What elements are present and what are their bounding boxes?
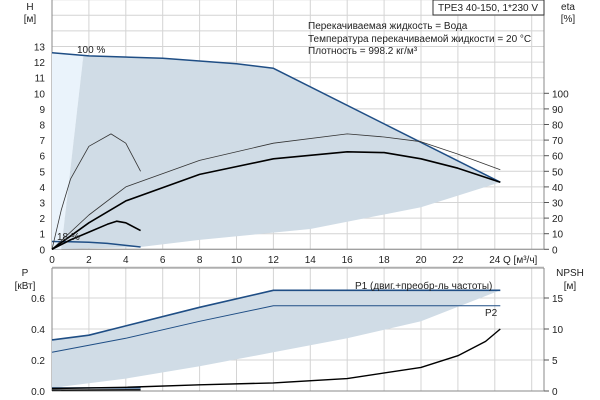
info-line-1: Перекачиваемая жидкость = Вода [308, 21, 468, 32]
eta-tick-label: 20 [552, 214, 564, 225]
p1-curve [51, 289, 501, 341]
npsh-tick-label: 5 [552, 356, 558, 367]
x-tick-label: 14 [305, 255, 317, 266]
p-tick-label: 0.6 [31, 294, 45, 305]
x-tick-label: 10 [231, 255, 243, 266]
eta-axis-unit: [%] [561, 14, 576, 25]
title-box [432, 0, 545, 16]
x-tick-label: 20 [415, 255, 427, 266]
npsh-tick-label: 15 [552, 294, 564, 305]
npsh-axis-unit: [м] [564, 281, 577, 292]
eta-tick-label: 90 [552, 105, 564, 116]
x-tick-label: 18 [379, 255, 391, 266]
eta-tick-label: 0 [552, 245, 558, 256]
p2-curve [51, 305, 501, 353]
p-tick-label: 0.4 [31, 325, 45, 336]
info-line-3: Плотность = 998.2 кг/м³ [308, 46, 418, 57]
h-tick-label: 9 [39, 105, 45, 116]
x-tick-label: 0 [49, 255, 55, 266]
npsh-tick-label: 0 [552, 387, 558, 398]
q-axis-label: Q [м³/ч] [503, 255, 538, 266]
eta-axis-label: eta [561, 2, 575, 13]
envelope-region [52, 52, 501, 250]
h-tick-label: 1 [39, 230, 45, 241]
label-18: 18 % [57, 232, 80, 243]
npsh-curve [51, 328, 501, 390]
h-tick-label: 10 [34, 89, 46, 100]
h-tick-label: 4 [39, 183, 45, 194]
x-tick-label: 6 [160, 255, 166, 266]
h-tick-label: 12 [34, 58, 46, 69]
p-tick-label: 0.2 [31, 356, 45, 367]
p-axis-unit: [кВт] [15, 281, 36, 292]
h-tick-label: 5 [39, 167, 45, 178]
h-tick-label: 11 [35, 74, 46, 85]
h-tick-label: 2 [39, 214, 45, 225]
h-tick-label: 6 [39, 152, 45, 163]
h-tick-label: 3 [39, 199, 45, 210]
h-tick-label: 8 [39, 121, 45, 132]
h-axis-unit: [м] [24, 14, 37, 25]
p-tick-label: 0.0 [31, 387, 45, 398]
x-tick-label: 16 [342, 255, 354, 266]
duty-curve [51, 151, 501, 250]
p1-label: P1 (двиг.+преобр-ль частоты) [355, 280, 492, 292]
x-tick-label: 12 [268, 255, 280, 266]
npsh-axis-label: NPSH [556, 268, 584, 279]
eta-curve-max [51, 133, 501, 250]
h-curve-18 [51, 240, 141, 248]
x-tick-label: 22 [452, 255, 464, 266]
x-tick-label: 8 [197, 255, 203, 266]
duty-curve-min [51, 220, 141, 251]
eta-tick-label: 60 [552, 152, 564, 163]
chart-title: TPE3 40-150, 1*230 V [438, 3, 538, 14]
x-tick-label: 2 [86, 255, 92, 266]
eta-tick-label: 30 [552, 199, 564, 210]
h-tick-label: 13 [34, 43, 46, 54]
envelope-light-region [52, 52, 84, 250]
eta-tick-label: 50 [552, 167, 564, 178]
eta-curve-min [51, 133, 141, 250]
h-axis-label: H [26, 2, 33, 13]
p2-label: P2 [485, 308, 498, 319]
label-100: 100 % [77, 45, 105, 56]
x-tick-label: 4 [123, 255, 129, 266]
npsh-tick-label: 10 [552, 325, 564, 336]
p-axis-label: P [22, 268, 29, 279]
power-envelope-region [52, 290, 501, 388]
eta-tick-label: 100 [552, 89, 569, 100]
eta-tick-label: 80 [552, 121, 564, 132]
eta-tick-label: 10 [552, 230, 564, 241]
h-tick-label: 7 [39, 136, 45, 147]
x-tick-label: 24 [489, 255, 501, 266]
h-tick-label: 0 [39, 245, 45, 256]
info-line-2: Температура перекачиваемой жидкости = 20… [308, 34, 531, 45]
h-curve-100 [51, 51, 501, 183]
eta-tick-label: 40 [552, 183, 564, 194]
eta-tick-label: 70 [552, 136, 564, 147]
